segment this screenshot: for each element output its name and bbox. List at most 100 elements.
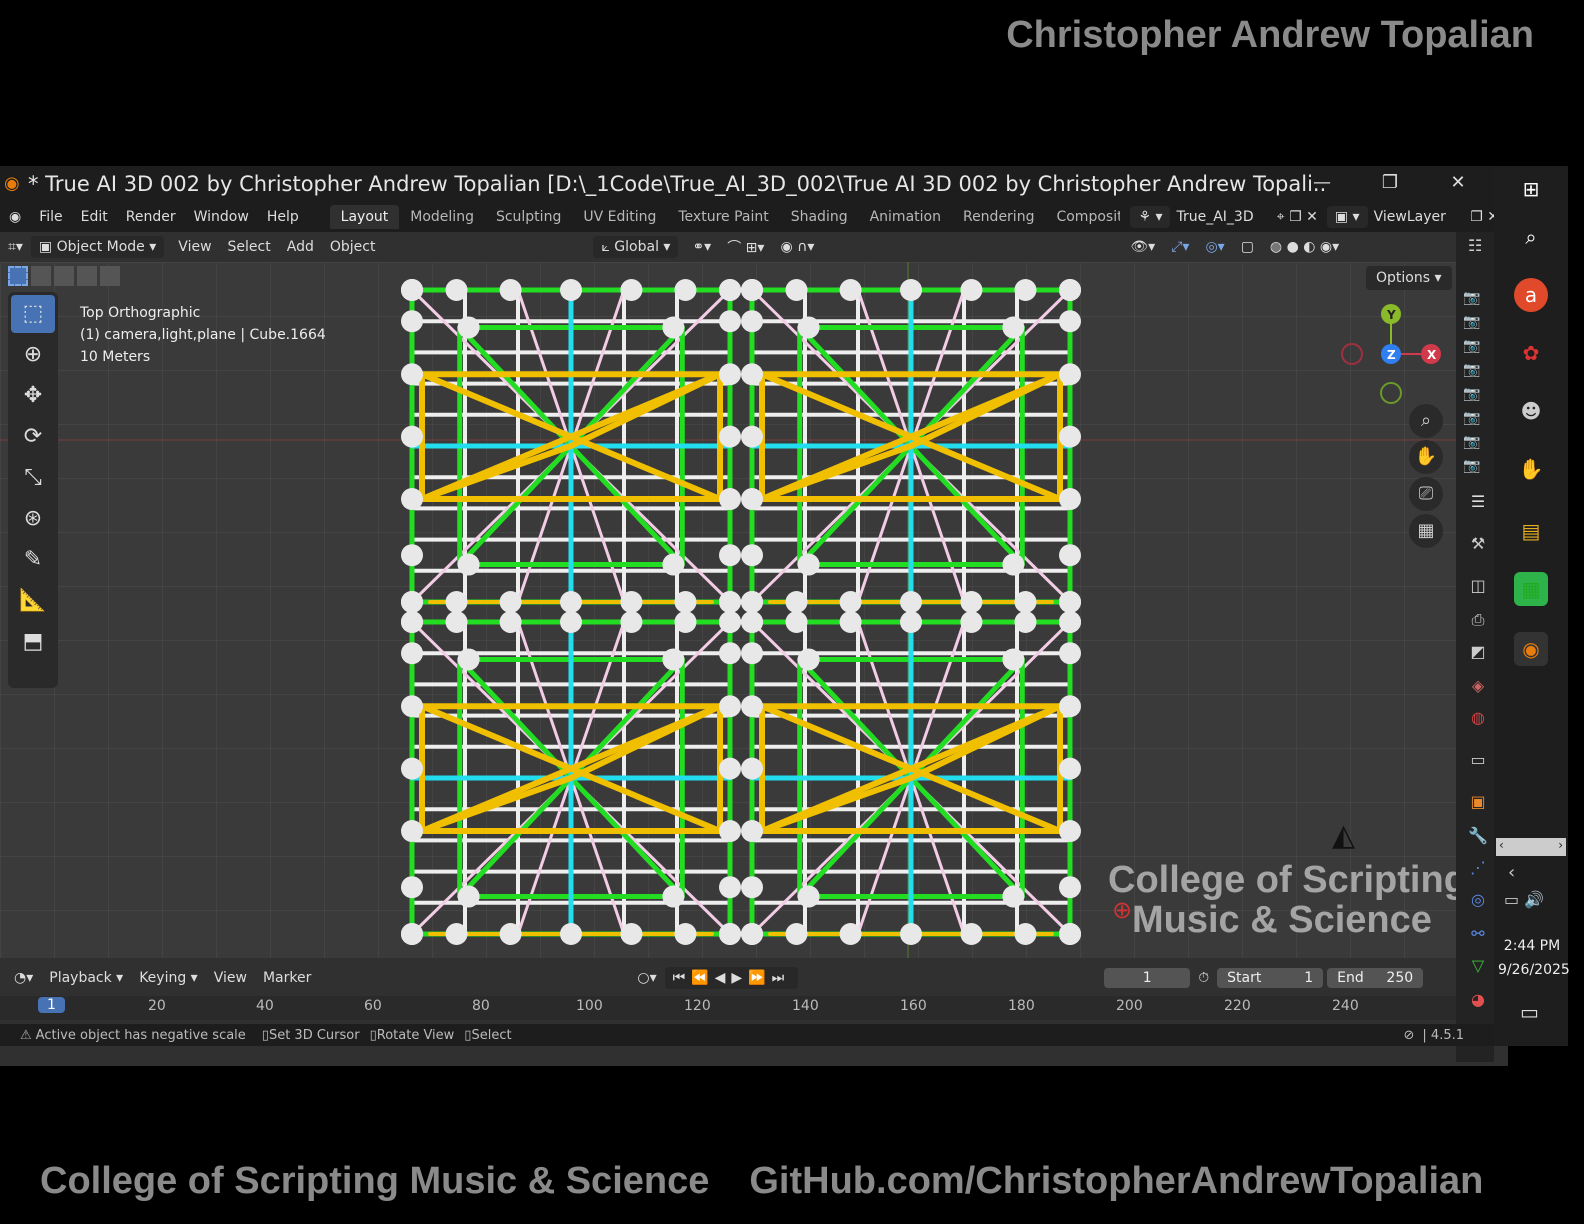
pan-hand-icon[interactable]: ✋ (1409, 440, 1443, 474)
tab-sculpting[interactable]: Sculpting (495, 209, 562, 225)
end-frame-field[interactable]: End 250 (1327, 968, 1424, 988)
chevron-right-icon[interactable]: › (1558, 838, 1563, 852)
camera-icon[interactable]: 📷 (1463, 386, 1481, 402)
menu-select[interactable]: Select (227, 239, 271, 255)
select-subtract-icon[interactable] (54, 266, 74, 286)
transform-tool-icon[interactable]: ⊛ (23, 506, 43, 531)
tab-uv-editing[interactable]: UV Editing (583, 209, 657, 225)
frame-ruler[interactable]: 1 20 40 60 80 100 120 140 160 180 200 22… (0, 996, 1456, 1020)
camera-icon[interactable]: 📷 (1463, 290, 1481, 306)
scale-tool-icon[interactable]: ⤡ (24, 465, 42, 490)
menu-view[interactable]: View (178, 239, 212, 255)
tool-props-icon[interactable]: ⚒ (1470, 534, 1486, 553)
menu-keying[interactable]: Keying ▾ (139, 970, 198, 986)
zoom-icon[interactable]: ⌕ (1409, 404, 1443, 438)
select-new-icon[interactable] (8, 266, 28, 286)
snap-icon[interactable]: ⌒ ⊞▾ (727, 240, 765, 256)
particles-props-icon[interactable]: ⋰ (1470, 858, 1486, 877)
view-layer-icon[interactable]: ▣ ▾ (1326, 206, 1368, 228)
auto-key-icon[interactable]: ○▾ (637, 970, 657, 986)
select-intersect-icon[interactable] (100, 266, 120, 286)
blender-taskbar-icon[interactable]: ◉ (1514, 632, 1548, 666)
cursor-tool-icon[interactable]: ⊕ (23, 342, 43, 367)
minimize-button[interactable]: — (1313, 172, 1331, 193)
constraints-props-icon[interactable]: ⚯ (1471, 924, 1485, 943)
camera-icon[interactable]: 📷 (1463, 458, 1481, 474)
menu-playback[interactable]: Playback ▾ (49, 970, 124, 986)
camera-view-icon[interactable]: ⎚ (1409, 477, 1443, 511)
camera-icon[interactable]: 📷 (1463, 362, 1481, 378)
editor-type-icon[interactable]: ⌗▾ (8, 239, 23, 255)
timeline-editor-icon[interactable]: ◔▾ (14, 970, 34, 986)
tab-layout[interactable]: Layout (329, 205, 400, 229)
physics-props-icon[interactable]: ◎ (1471, 890, 1485, 909)
tab-modeling[interactable]: Modeling (410, 209, 474, 225)
menu-help[interactable]: Help (266, 209, 299, 225)
tab-animation[interactable]: Animation (869, 209, 941, 225)
menu-timeline-view[interactable]: View (213, 970, 247, 986)
chevron-left-icon[interactable]: ‹ (1499, 838, 1504, 852)
camera-icon[interactable]: 📷 (1463, 314, 1481, 330)
ortho-grid-icon[interactable]: ▦ (1409, 514, 1443, 548)
visibility-icon[interactable]: 👁▾ (1130, 239, 1156, 255)
transform-orientation-dropdown[interactable]: ⟀ Global ▾ (593, 236, 679, 258)
current-frame-field[interactable]: 1 (1104, 968, 1191, 988)
blender-menu-icon[interactable]: ◉ (9, 209, 22, 225)
shading-modes-icon[interactable]: ◍ ● ◐ ◉▾ (1269, 239, 1340, 255)
menu-add[interactable]: Add (286, 239, 314, 255)
object-props-icon[interactable]: ▣ (1470, 792, 1486, 811)
slides-icon[interactable]: ▤ (1521, 519, 1541, 543)
gimp-icon[interactable]: ☻ (1520, 399, 1542, 423)
outliner-editor-icon[interactable]: ☷ (1468, 236, 1483, 255)
select-extend-icon[interactable] (31, 266, 51, 286)
3d-viewport[interactable] (0, 262, 1456, 958)
menu-render[interactable]: Render (125, 209, 176, 225)
scene-pin-icon[interactable]: ⌖ ❐ ✕ (1276, 209, 1318, 225)
overlay-toggle-icon[interactable]: ◎▾ (1205, 239, 1225, 255)
tray-expand-icon[interactable]: ‹ (1508, 862, 1516, 883)
rotate-tool-icon[interactable]: ⟳ (23, 424, 43, 449)
menu-file[interactable]: File (39, 209, 63, 225)
select-invert-icon[interactable] (77, 266, 97, 286)
add-cube-tool-icon[interactable]: ⬒ (22, 629, 44, 654)
tab-shading[interactable]: Shading (790, 209, 848, 225)
navigation-gizmo[interactable]: Y Z X (1336, 300, 1446, 410)
view-layer-props-icon[interactable]: ◩ (1470, 642, 1486, 661)
restore-button[interactable]: ❐ (1381, 172, 1399, 193)
app-icon[interactable]: ✿ (1522, 341, 1540, 365)
menu-object[interactable]: Object (329, 239, 376, 255)
menu-marker[interactable]: Marker (262, 970, 312, 986)
app-icon[interactable]: ✋ (1518, 457, 1544, 481)
scene-selector[interactable]: ⚘ ▾ (1130, 206, 1171, 228)
properties-editor-icon[interactable]: ☰ (1470, 492, 1486, 511)
menu-window[interactable]: Window (193, 209, 249, 225)
move-tool-icon[interactable]: ✥ (23, 383, 43, 408)
search-icon[interactable]: ⌕ (1525, 225, 1537, 249)
view-layer-actions-icon[interactable]: ❐ ✕ (1470, 209, 1499, 225)
gizmo-toggle-icon[interactable]: ⤢▾ (1171, 239, 1190, 255)
data-props-icon[interactable]: ▽ (1471, 956, 1485, 975)
xray-icon[interactable]: ▢ (1240, 239, 1254, 255)
start-frame-field[interactable]: Start 1 (1217, 968, 1324, 988)
notifications-icon[interactable]: ▭ (1520, 1000, 1539, 1024)
collection-props-icon[interactable]: ▭ (1470, 750, 1486, 769)
pivot-icon[interactable]: ⚭▾ (692, 239, 712, 255)
annotate-tool-icon[interactable]: ✎ (23, 547, 43, 572)
current-frame-marker[interactable]: 1 (38, 997, 65, 1013)
camera-icon[interactable]: 📷 (1463, 410, 1481, 426)
network-volume-icon[interactable]: ▭ 🔊 (1504, 890, 1545, 909)
select-box-tool-icon[interactable]: ⬚ (11, 295, 55, 333)
close-button[interactable]: ✕ (1450, 172, 1466, 193)
tab-compositing[interactable]: Compositin (1056, 209, 1121, 225)
playback-controls[interactable]: ⏮⏪◀▶⏩⏭ (664, 967, 799, 989)
world-props-icon[interactable]: ◍ (1471, 708, 1485, 727)
tab-texture-paint[interactable]: Texture Paint (678, 209, 769, 225)
material-props-icon[interactable]: ◕ (1471, 990, 1485, 1009)
tray-scroller[interactable]: ‹ › (1496, 838, 1566, 856)
camera-icon[interactable]: 📷 (1463, 434, 1481, 450)
sheets-icon[interactable]: ▦ (1514, 572, 1548, 606)
modifier-props-icon[interactable]: 🔧 (1468, 826, 1488, 845)
output-props-icon[interactable]: ⎙ (1471, 610, 1485, 629)
windows-start-icon[interactable]: ⊞ (1522, 177, 1540, 201)
scene-props-icon[interactable]: ◈ (1471, 676, 1485, 695)
